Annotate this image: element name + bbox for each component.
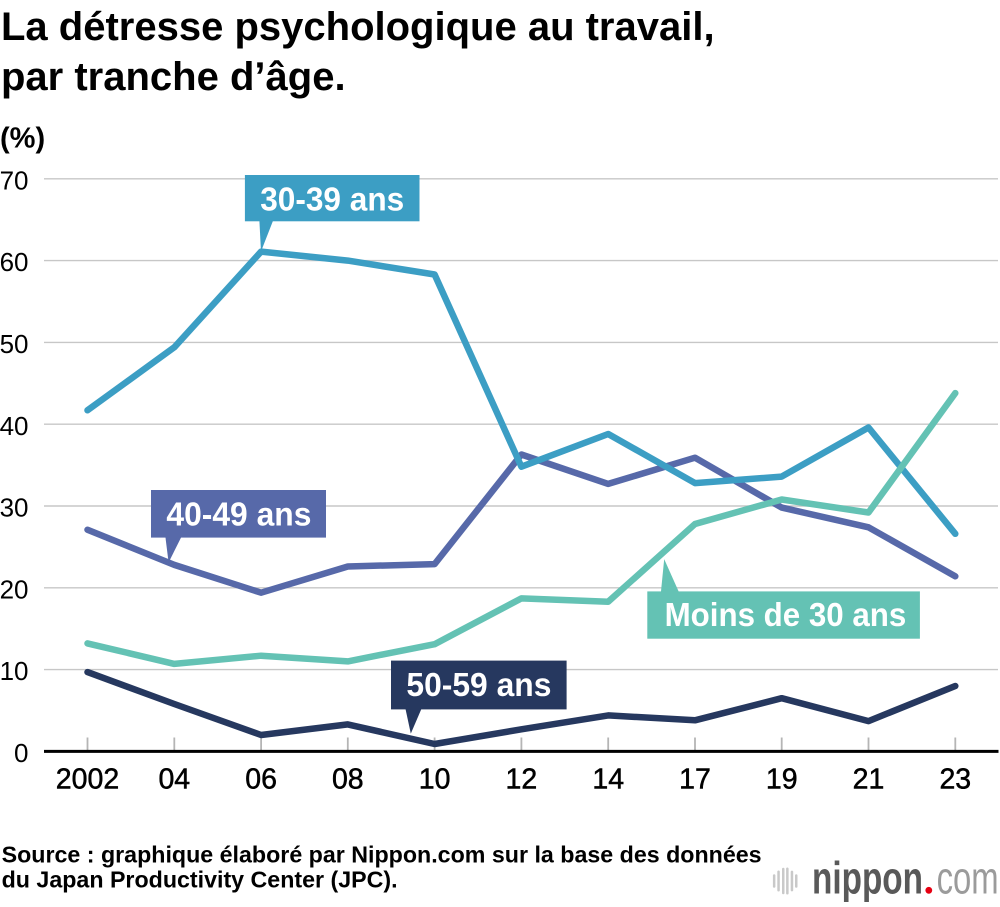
svg-text:70: 70 bbox=[0, 165, 29, 195]
svg-text:50-59 ans: 50-59 ans bbox=[406, 666, 551, 703]
svg-text:30: 30 bbox=[0, 493, 29, 523]
svg-text:(%): (%) bbox=[0, 123, 45, 155]
svg-text:21: 21 bbox=[853, 763, 885, 795]
svg-text:19: 19 bbox=[766, 763, 798, 795]
svg-text:60: 60 bbox=[0, 247, 29, 277]
svg-text:06: 06 bbox=[245, 763, 277, 795]
svg-text:20: 20 bbox=[0, 574, 29, 604]
svg-text:com: com bbox=[937, 853, 999, 903]
svg-text:2002: 2002 bbox=[56, 763, 119, 795]
svg-text:08: 08 bbox=[332, 763, 364, 795]
svg-text:Source : graphique élaboré par: Source : graphique élaboré par Nippon.co… bbox=[2, 842, 762, 868]
svg-text:30-39 ans: 30-39 ans bbox=[260, 181, 404, 218]
svg-text:nippon: nippon bbox=[812, 853, 923, 903]
svg-text:La détresse psychologique au t: La détresse psychologique au travail, bbox=[1, 5, 715, 49]
svg-text:0: 0 bbox=[14, 738, 28, 768]
svg-text:14: 14 bbox=[592, 763, 624, 795]
svg-text:40-49 ans: 40-49 ans bbox=[166, 496, 311, 533]
svg-text:40: 40 bbox=[0, 411, 29, 441]
svg-text:12: 12 bbox=[506, 763, 538, 795]
svg-text:Moins de 30 ans: Moins de 30 ans bbox=[665, 596, 907, 633]
svg-text:50: 50 bbox=[0, 329, 29, 359]
svg-text:10: 10 bbox=[0, 656, 29, 686]
svg-text:du Japan Productivity Center (: du Japan Productivity Center (JPC). bbox=[2, 867, 398, 893]
svg-text:23: 23 bbox=[939, 763, 971, 795]
svg-text:par tranche d’âge.: par tranche d’âge. bbox=[1, 55, 346, 99]
svg-text:10: 10 bbox=[419, 763, 451, 795]
svg-text:04: 04 bbox=[158, 763, 190, 795]
svg-text:17: 17 bbox=[679, 763, 711, 795]
